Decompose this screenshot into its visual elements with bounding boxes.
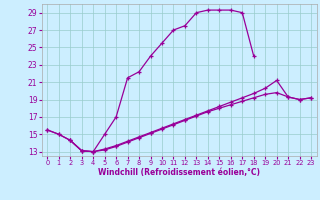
- X-axis label: Windchill (Refroidissement éolien,°C): Windchill (Refroidissement éolien,°C): [98, 168, 260, 177]
